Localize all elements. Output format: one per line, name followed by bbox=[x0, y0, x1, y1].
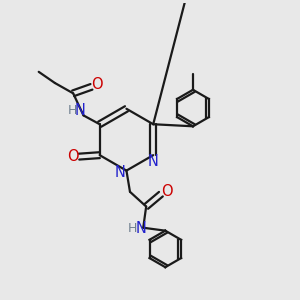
Text: N: N bbox=[135, 221, 146, 236]
Text: N: N bbox=[148, 154, 159, 169]
Text: H: H bbox=[68, 103, 77, 117]
Text: O: O bbox=[92, 77, 103, 92]
Text: H: H bbox=[128, 222, 138, 235]
Text: O: O bbox=[67, 149, 78, 164]
Text: N: N bbox=[115, 165, 125, 180]
Text: O: O bbox=[161, 184, 172, 199]
Text: N: N bbox=[74, 103, 86, 118]
